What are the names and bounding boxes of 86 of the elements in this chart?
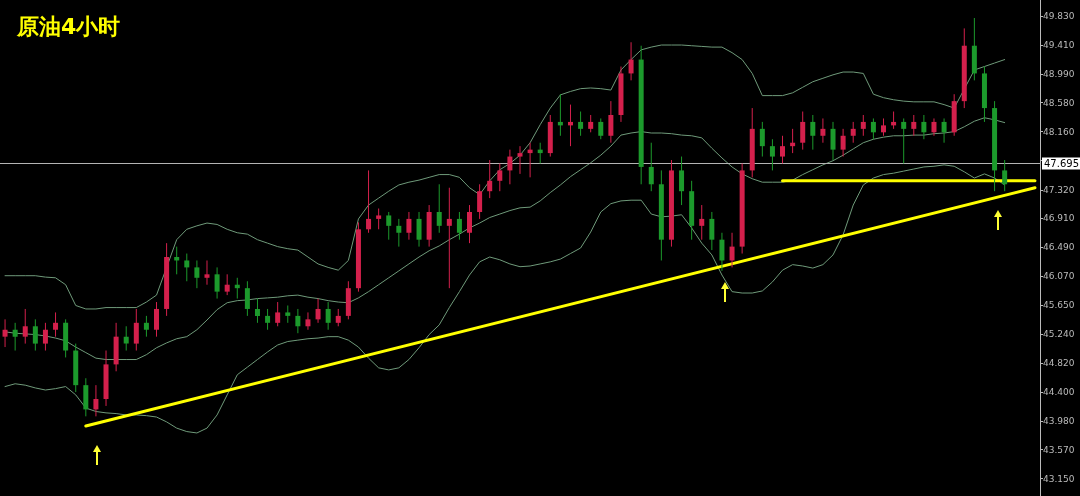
candlestick (265, 308, 271, 331)
candlestick (396, 218, 402, 248)
candlestick (901, 117, 907, 164)
candlestick (305, 311, 311, 331)
candlestick (931, 117, 937, 137)
candlestick (1002, 159, 1008, 192)
candlestick (719, 232, 725, 272)
candlestick (12, 322, 18, 352)
y-tick-label: 46.910 (1043, 213, 1075, 224)
candlestick (911, 114, 917, 137)
y-tick-label: 48.160 (1043, 126, 1075, 137)
candlestick (709, 211, 715, 251)
candlestick (214, 266, 220, 300)
candlestick (487, 159, 493, 199)
candlestick (93, 384, 99, 417)
candlestick (860, 114, 866, 137)
candlestick (254, 298, 260, 324)
candlestick (820, 117, 826, 144)
candlestick (800, 111, 806, 151)
line-series (4, 44, 1006, 310)
candlestick (244, 280, 250, 317)
y-tick-label: 48.580 (1043, 97, 1075, 108)
candlestick (436, 183, 442, 234)
y-tick-label: 47.320 (1043, 184, 1075, 195)
candlestick (769, 138, 775, 171)
y-tick-label: 46.490 (1043, 242, 1075, 253)
candlestick (325, 301, 331, 331)
y-tick-label: 49.830 (1043, 10, 1075, 21)
candlestick (477, 183, 483, 220)
y-tick-label: 43.150 (1043, 473, 1075, 484)
y-tick-label: 49.410 (1043, 40, 1075, 51)
candlestick (608, 100, 614, 144)
candlestick (759, 121, 765, 158)
candlestick (184, 253, 190, 282)
candlestick (386, 211, 392, 241)
candlestick (446, 187, 452, 289)
candlestick (497, 162, 503, 192)
candlestick (507, 149, 513, 185)
candlestick (921, 114, 927, 140)
candlestick (22, 308, 28, 345)
candlestick (870, 117, 876, 140)
candlestick (42, 322, 48, 352)
candlestick (133, 308, 139, 352)
candlestick (154, 301, 159, 338)
y-tick-label: 43.570 (1043, 444, 1075, 455)
line-series (4, 164, 1006, 434)
y-tick-label: 48.990 (1043, 69, 1075, 80)
y-tick-label: 44.820 (1043, 357, 1075, 368)
candlestick (406, 211, 412, 241)
candlestick (53, 311, 59, 338)
candlestick (295, 308, 301, 334)
y-tick-label: 46.070 (1043, 271, 1075, 282)
y-tick-label: 43.980 (1043, 416, 1075, 427)
ref-line-label: 47.695 (1044, 157, 1079, 169)
candlestick (780, 135, 786, 164)
candlestick (830, 121, 836, 161)
candlestick (456, 211, 462, 241)
candlestick (850, 121, 856, 144)
candlestick (810, 114, 816, 151)
y-tick-label: 45.650 (1043, 300, 1075, 311)
candlestick (204, 259, 210, 286)
candlestick (941, 117, 947, 144)
candlestick (366, 169, 372, 234)
candlestick (123, 325, 129, 352)
candlestick (224, 273, 230, 296)
candlestick (32, 318, 38, 352)
candlestick (376, 208, 382, 230)
candlestick (275, 301, 281, 327)
candlestick (840, 128, 846, 158)
candlestick (699, 204, 705, 241)
candlestick (315, 298, 321, 324)
candlestick (679, 156, 685, 206)
y-tick-label: 44.400 (1043, 387, 1075, 398)
candlestick (194, 259, 200, 289)
candlestick (648, 142, 654, 192)
candlestick (628, 41, 634, 81)
candlestick (598, 117, 604, 140)
candlestick (467, 204, 473, 244)
candlestick (416, 211, 422, 248)
candlestick (143, 315, 149, 338)
candlestick (517, 145, 523, 175)
candlestick (2, 318, 8, 348)
text: 原油4小时 (16, 13, 121, 39)
y-tick-label: 45.240 (1043, 328, 1075, 339)
candlestick (729, 232, 735, 268)
candlestick (578, 111, 584, 137)
